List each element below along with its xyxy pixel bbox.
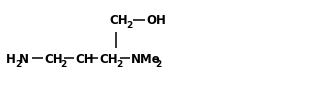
Text: 2: 2 bbox=[15, 60, 22, 69]
Text: 2: 2 bbox=[155, 60, 161, 69]
Text: H: H bbox=[6, 53, 15, 66]
Text: 2: 2 bbox=[116, 60, 122, 69]
Text: CH: CH bbox=[76, 53, 94, 66]
Text: N: N bbox=[19, 53, 29, 66]
Text: OH: OH bbox=[146, 14, 166, 27]
Text: CH: CH bbox=[44, 53, 62, 66]
Text: 2: 2 bbox=[60, 60, 66, 69]
Text: NMe: NMe bbox=[131, 53, 161, 66]
Text: CH: CH bbox=[99, 53, 118, 66]
Text: CH: CH bbox=[110, 14, 128, 27]
Text: 2: 2 bbox=[126, 21, 132, 30]
